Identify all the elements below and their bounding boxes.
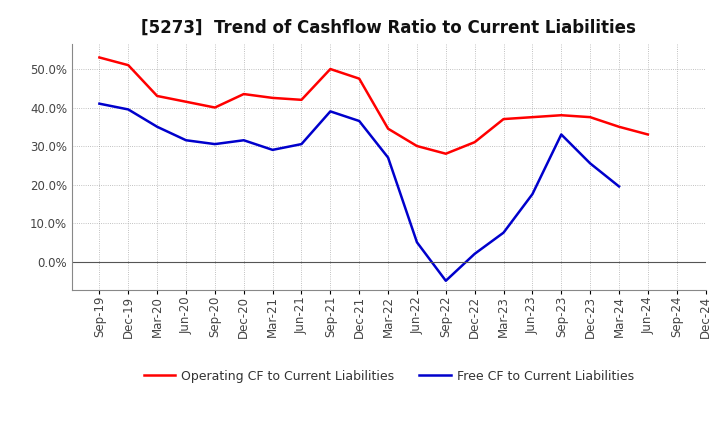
Free CF to Current Liabilities [95, 101, 104, 106]
Operating CF to Current Liabilities [326, 66, 335, 72]
Line: Operating CF to Current Liabilities: Operating CF to Current Liabilities [99, 58, 648, 154]
Free CF to Current Liabilities [557, 132, 566, 137]
Free CF to Current Liabilities [615, 184, 624, 189]
Free CF to Current Liabilities [153, 124, 161, 129]
Operating CF to Current Liabilities [644, 132, 652, 137]
Operating CF to Current Liabilities [153, 93, 161, 99]
Free CF to Current Liabilities [124, 107, 132, 112]
Free CF to Current Liabilities [181, 138, 190, 143]
Free CF to Current Liabilities [240, 138, 248, 143]
Operating CF to Current Liabilities [557, 113, 566, 118]
Operating CF to Current Liabilities [95, 55, 104, 60]
Operating CF to Current Liabilities [384, 126, 392, 131]
Free CF to Current Liabilities [384, 155, 392, 160]
Operating CF to Current Liabilities [269, 95, 277, 101]
Operating CF to Current Liabilities [355, 76, 364, 81]
Operating CF to Current Liabilities [470, 139, 479, 145]
Free CF to Current Liabilities [297, 141, 306, 147]
Free CF to Current Liabilities [355, 118, 364, 124]
Free CF to Current Liabilities [269, 147, 277, 153]
Free CF to Current Liabilities [470, 251, 479, 257]
Operating CF to Current Liabilities [240, 92, 248, 97]
Title: [5273]  Trend of Cashflow Ratio to Current Liabilities: [5273] Trend of Cashflow Ratio to Curren… [141, 19, 636, 37]
Operating CF to Current Liabilities [297, 97, 306, 103]
Line: Free CF to Current Liabilities: Free CF to Current Liabilities [99, 104, 619, 281]
Operating CF to Current Liabilities [615, 124, 624, 129]
Operating CF to Current Liabilities [124, 62, 132, 68]
Operating CF to Current Liabilities [413, 143, 421, 149]
Operating CF to Current Liabilities [210, 105, 219, 110]
Free CF to Current Liabilities [441, 278, 450, 283]
Operating CF to Current Liabilities [528, 114, 536, 120]
Free CF to Current Liabilities [210, 141, 219, 147]
Free CF to Current Liabilities [586, 161, 595, 166]
Legend: Operating CF to Current Liabilities, Free CF to Current Liabilities: Operating CF to Current Liabilities, Fre… [139, 365, 639, 388]
Free CF to Current Liabilities [326, 109, 335, 114]
Free CF to Current Liabilities [413, 240, 421, 245]
Operating CF to Current Liabilities [586, 114, 595, 120]
Operating CF to Current Liabilities [499, 117, 508, 122]
Operating CF to Current Liabilities [441, 151, 450, 156]
Free CF to Current Liabilities [499, 230, 508, 235]
Operating CF to Current Liabilities [181, 99, 190, 104]
Free CF to Current Liabilities [528, 191, 536, 197]
